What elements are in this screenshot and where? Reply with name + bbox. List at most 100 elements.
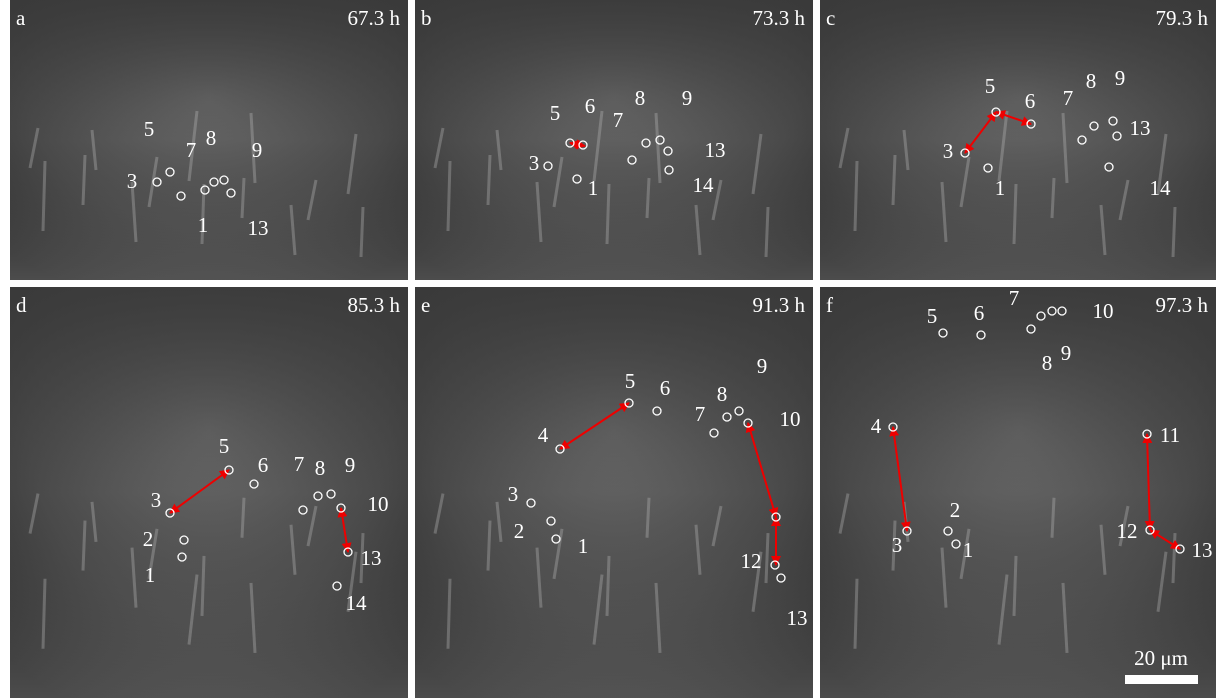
point-label: 9 [252,138,263,162]
point-label: 11 [1160,423,1180,447]
point-label: 3 [529,151,540,175]
point-label: 7 [1063,86,1074,110]
crystal-streak [766,533,768,583]
point-label: 13 [787,606,808,630]
panel-letter: a [16,6,26,30]
crystal-streak [43,161,45,231]
crystal-streak [242,498,244,538]
point-label: 1 [963,538,974,562]
point-label: 8 [206,126,217,150]
time-label: 91.3 h [753,293,806,317]
panel-letter: d [16,293,27,317]
point-label: 6 [974,301,985,325]
crystal-streak [607,556,609,616]
point-label: 1 [198,213,209,237]
point-label: 14 [1150,176,1172,200]
point-label: 12 [741,549,762,573]
crystal-streak [647,498,649,538]
point-label: 5 [219,434,230,458]
point-label: 7 [613,108,624,132]
point-label: 8 [1086,69,1097,93]
point-label: 6 [660,376,671,400]
crystal-streak [1014,184,1016,244]
point-label: 13 [248,216,269,240]
point-label: 3 [943,139,954,163]
micrograph-shade [415,0,813,280]
point-label: 5 [144,117,155,141]
point-label: 9 [345,453,356,477]
scale-bar [1125,675,1198,684]
point-label: 10 [780,407,801,431]
point-label: 9 [1115,66,1126,90]
point-label: 7 [695,402,706,426]
time-label: 85.3 h [348,293,401,317]
point-label: 2 [143,527,154,551]
panel-letter: c [826,6,835,30]
point-label: 14 [693,173,715,197]
crystal-streak [242,178,244,218]
point-label: 10 [1093,299,1114,323]
point-label: 1 [578,534,589,558]
micrograph-shade [820,287,1216,698]
point-label: 5 [985,74,996,98]
crystal-streak [43,579,45,649]
crystal-streak [83,521,85,571]
micrograph-shade [415,287,813,698]
crystal-streak [202,556,204,616]
crystal-streak [488,155,490,205]
point-label: 1 [995,176,1006,200]
point-label: 3 [127,169,138,193]
point-label: 9 [1061,341,1072,365]
time-label: 67.3 h [348,6,401,30]
crystal-streak [448,161,450,231]
crystal-streak [1173,533,1175,583]
time-label: 79.3 h [1156,6,1209,30]
point-label: 10 [368,492,389,516]
point-label: 14 [346,591,368,615]
point-label: 13 [361,546,382,570]
micrograph-shade [820,0,1216,280]
time-label: 97.3 h [1156,293,1209,317]
point-label: 5 [625,369,636,393]
point-label: 5 [550,101,561,125]
point-label: 6 [1025,89,1036,113]
point-label: 7 [186,138,197,162]
point-label: 4 [871,414,882,438]
point-label: 5 [927,304,938,328]
point-label: 6 [585,94,596,118]
panel-letter: f [826,293,833,317]
crystal-streak [361,207,363,257]
scale-bar-label: 20 μm [1134,646,1188,670]
point-label: 9 [682,86,693,110]
crystal-streak [1173,207,1175,257]
panel-letter: b [421,6,432,30]
crystal-streak [83,155,85,205]
time-label: 73.3 h [753,6,806,30]
point-label: 8 [635,86,646,110]
point-label: 3 [508,482,519,506]
micrograph-shade [10,287,408,698]
point-label: 3 [892,533,903,557]
panel-letter: e [421,293,430,317]
point-label: 2 [950,498,961,522]
crystal-streak [766,207,768,257]
point-label: 8 [1042,351,1053,375]
point-label: 1 [588,176,599,200]
crystal-streak [448,579,450,649]
point-label: 12 [1117,519,1138,543]
point-label: 1 [145,563,156,587]
crystal-streak [855,579,857,649]
point-label: 3 [151,488,162,512]
point-label: 4 [538,423,549,447]
crystal-streak [1014,556,1016,616]
point-label: 6 [258,453,269,477]
point-label: 7 [294,452,305,476]
point-label: 8 [315,456,326,480]
crystal-streak [647,178,649,218]
point-label: 13 [705,138,726,162]
crystal-streak [893,155,895,205]
point-label: 7 [1009,286,1020,310]
point-label: 13 [1192,538,1213,562]
crystal-streak [1052,178,1054,218]
point-label: 2 [514,519,525,543]
